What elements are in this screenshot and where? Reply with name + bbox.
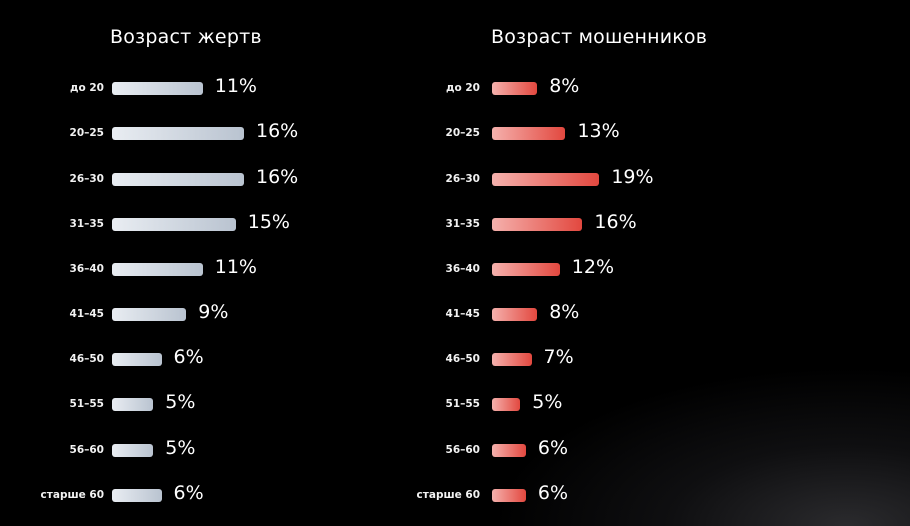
bar-row: старше 60 6% [0,481,455,511]
category-label: 41–45 [445,308,480,320]
bar [112,263,203,276]
bar-row: 56–60 5% [0,436,455,466]
bar [492,218,583,231]
bar [492,353,532,366]
bar-row: 31–35 15% [0,210,455,240]
value-label: 19% [611,166,654,188]
category-label: 51–55 [445,398,480,410]
category-label: 26–30 [445,173,480,185]
category-label: 36–40 [445,263,480,275]
bar-row: 31–35 16% [446,210,910,240]
value-label: 13% [577,120,620,142]
category-label: 51–55 [69,398,104,410]
value-label: 12% [571,256,615,278]
bar [492,489,526,502]
bar-row: 46–50 6% [0,345,455,375]
fraudsters-age-chart: Возраст мошенников до 20 8% 20–25 13% 26–30 1… [417,0,910,526]
category-label: старше 60 [40,489,104,501]
bar-row: до 20 8% [446,74,910,104]
value-label: 11% [214,75,257,97]
value-label: 16% [256,120,299,142]
bar-row: 41–45 8% [446,300,910,330]
value-label: 5% [165,437,196,459]
bar [492,263,560,276]
value-label: 6% [173,346,204,368]
value-label: 6% [537,437,569,459]
bar [492,444,526,457]
bar [112,398,154,411]
bar-row: 46–50 7% [446,345,910,375]
category-label: до 20 [446,82,480,94]
bar-row: 41–45 9% [0,300,455,330]
value-label: 16% [256,166,299,188]
bar [492,173,600,186]
category-label: до 20 [70,82,104,94]
category-label: 31–35 [69,218,104,230]
value-label: 6% [537,482,569,504]
victims-age-chart: Возраст жертв до 20 11% 20–25 16% 26–30 16% 31… [0,26,455,511]
category-label: 26–30 [69,173,104,185]
category-label: 56–60 [445,444,480,456]
value-label: 8% [549,75,580,97]
bar-row: 20–25 16% [0,119,455,149]
category-label: 46–50 [69,353,104,365]
bar [112,173,244,186]
bar [112,308,187,321]
bar-row: 26–30 16% [0,165,455,195]
fraudsters-chart-title: Возраст мошенников [491,26,708,48]
bar [492,308,538,321]
category-label: 56–60 [69,444,104,456]
value-label: 15% [247,211,290,233]
bar-row: 51–55 5% [0,390,455,420]
value-label: 5% [165,391,196,413]
bar [112,218,236,231]
victims-chart-title: Возраст жертв [110,26,262,48]
bar [112,82,203,95]
bar [492,82,538,95]
bar-row: 26–30 19% [446,165,910,195]
bar [492,127,566,140]
bar [112,444,154,457]
bar-row: старше 60 6% [417,481,910,511]
bar [112,127,244,140]
value-label: 7% [543,346,574,368]
value-label: 9% [198,301,229,323]
bar [492,398,521,411]
bar [112,353,162,366]
value-label: 8% [549,301,580,323]
category-label: 31–35 [445,218,480,230]
category-label: старше 60 [416,489,480,501]
value-label: 16% [594,211,637,233]
category-label: 41–45 [69,308,104,320]
bar-row: 56–60 6% [446,436,910,466]
category-label: 36–40 [69,263,104,275]
bar [112,489,162,502]
value-label: 6% [173,482,204,504]
category-label: 20–25 [445,127,480,139]
bar-row: 51–55 5% [446,390,910,420]
bar-row: 36–40 12% [446,255,910,285]
category-label: 20–25 [69,127,104,139]
value-label: 11% [214,256,257,278]
bar-row: 20–25 13% [446,119,910,149]
bar-row: 36–40 11% [0,255,455,285]
value-label: 5% [532,391,563,413]
category-label: 46–50 [445,353,480,365]
bar-row: до 20 11% [0,74,455,104]
